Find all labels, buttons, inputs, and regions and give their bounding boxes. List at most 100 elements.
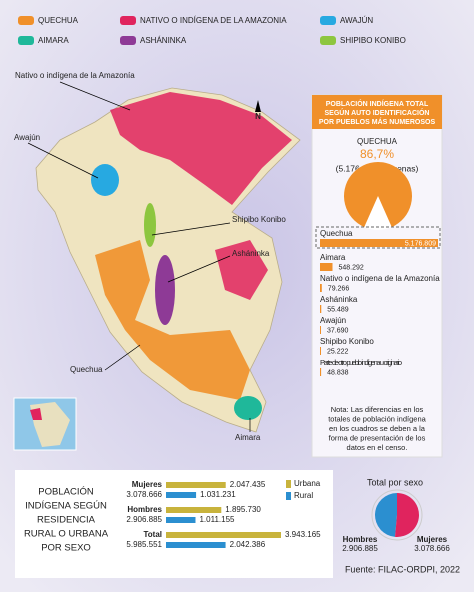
- amazonia-region: [110, 92, 292, 205]
- amazonia-region: [215, 240, 268, 300]
- panel-title: POBLACIÓN INDÍGENA TOTAL: [326, 99, 429, 108]
- ashaninka-region: [155, 255, 175, 325]
- urbana-bar: [166, 507, 222, 513]
- north-arrow: [255, 100, 261, 112]
- item-name: Quechua: [320, 229, 353, 238]
- item-bar: [320, 305, 322, 313]
- map-label: Awajún: [14, 133, 40, 142]
- legend-label: SHIPIBO KONIBO: [340, 36, 406, 45]
- rural-value: 2.042.386: [230, 540, 266, 549]
- map-label: Asháninka: [232, 249, 270, 258]
- group-total: 2.906.885: [126, 515, 162, 524]
- rural-bar: [166, 542, 226, 548]
- legend-label: ASHÁNINKA: [140, 36, 187, 45]
- item-value: 79.266: [328, 285, 350, 292]
- leader-line: [59, 81, 131, 111]
- group-name: Total: [143, 530, 162, 539]
- urbana-value: 3.943.165: [285, 530, 321, 539]
- legend-swatch: [120, 16, 136, 25]
- note: Nota: Las diferencias en los: [331, 405, 424, 414]
- map-labels: Nativo o indígena de la Amazonía Awajún Sh…: [14, 71, 286, 442]
- legend-label: Rural: [294, 491, 313, 500]
- rural-value: 1.031.231: [200, 490, 236, 499]
- leader-line: [167, 255, 231, 283]
- item-name: Asháninka: [320, 295, 358, 304]
- leader-line: [27, 142, 99, 179]
- panel-title: POR PUEBLOS MÁS NUMEROSOS: [319, 117, 436, 126]
- residence-title: RESIDENCIA: [37, 515, 96, 526]
- sex-ring: [371, 489, 423, 541]
- item-name: Nativo o indígena de la Amazonía: [320, 274, 440, 283]
- map-label: Nativo o indígena de la Amazonía: [15, 71, 135, 80]
- legend-swatch: [120, 36, 136, 45]
- map-label: Aimara: [235, 433, 261, 442]
- group-total: 3.078.666: [126, 490, 162, 499]
- legend: QUECHUA NATIVO O INDÍGENA DE LA AMAZONIA A…: [18, 16, 406, 45]
- highlight-box: [315, 226, 441, 249]
- note: datos en el censo.: [347, 443, 408, 452]
- item-value: 55.489: [327, 306, 349, 313]
- legend-label: QUECHUA: [38, 16, 79, 25]
- north-label: N: [255, 112, 261, 121]
- sex-name: Hombres: [343, 535, 378, 544]
- sex-name: Mujeres: [417, 535, 448, 544]
- sex-value: 2.906.885: [342, 544, 378, 553]
- legend-label: AWAJÚN: [340, 16, 373, 25]
- legend-swatch: [320, 36, 336, 45]
- highlight-share: 86,7%: [360, 147, 394, 161]
- item-value: 25.222: [327, 348, 349, 355]
- shipibo-region: [144, 203, 156, 247]
- legend-label: Urbana: [294, 479, 321, 488]
- rural-bar: [166, 517, 196, 523]
- legend-swatch: [286, 480, 291, 488]
- residence-title: POBLACIÓN: [38, 487, 94, 498]
- quechua-region: [95, 240, 250, 400]
- urbana-bar: [166, 482, 226, 488]
- sex-value: 3.078.666: [414, 544, 450, 553]
- sex-title: Total por sexo: [367, 477, 423, 487]
- item-value: 37.690: [327, 327, 349, 334]
- note: en los cuadros se deben a la: [329, 424, 426, 433]
- item-bar: [320, 239, 438, 247]
- legend-swatch: [320, 16, 336, 25]
- panel: [311, 94, 443, 458]
- highlight-name: QUECHUA: [357, 137, 398, 146]
- residence-title: POR SEXO: [41, 543, 91, 554]
- item-name: Awajún: [320, 316, 346, 325]
- item-bar: [320, 263, 333, 271]
- map: [13, 87, 301, 451]
- note: forma de presentación de los: [329, 433, 426, 442]
- item-bar: [320, 284, 322, 292]
- group-total: 5.985.551: [126, 540, 162, 549]
- urbana-value: 1.895.730: [225, 505, 261, 514]
- panel-title: SEGÚN AUTO IDENTIFICACIÓN: [324, 108, 429, 117]
- note: totales de población indígena: [328, 414, 426, 423]
- group-name: Hombres: [127, 505, 162, 514]
- leader-line: [151, 222, 231, 236]
- sex-slice: [375, 493, 397, 537]
- item-value: 5.176.809: [405, 240, 436, 247]
- legend-swatch: [18, 36, 34, 45]
- item-bar: [320, 347, 321, 355]
- urbana-value: 2.047.435: [230, 480, 266, 489]
- pie-slice: [344, 162, 412, 228]
- aimara-region: [234, 396, 262, 420]
- item-name: Parte de otro pueblo indígena u originar…: [320, 358, 402, 367]
- urbana-bar: [166, 532, 281, 538]
- rural-bar: [166, 492, 197, 498]
- item-value: 48.838: [327, 369, 349, 376]
- item-name: Aimara: [320, 253, 346, 262]
- panel-header: [312, 95, 442, 129]
- residence-chart: POBLACIÓN INDÍGENA SEGÚN RESIDENCIA RURAL O…: [24, 479, 321, 553]
- item-value: 548.292: [338, 264, 363, 271]
- inset-peru: [30, 408, 42, 420]
- group-name: Mujeres: [132, 480, 163, 489]
- source: Fuente: FILAC-ORDPI, 2022: [345, 564, 460, 574]
- map-label: Quechua: [70, 365, 103, 374]
- legend-swatch: [286, 492, 291, 500]
- leader-line: [104, 344, 141, 371]
- map-label: Shipibo Konibo: [232, 215, 286, 224]
